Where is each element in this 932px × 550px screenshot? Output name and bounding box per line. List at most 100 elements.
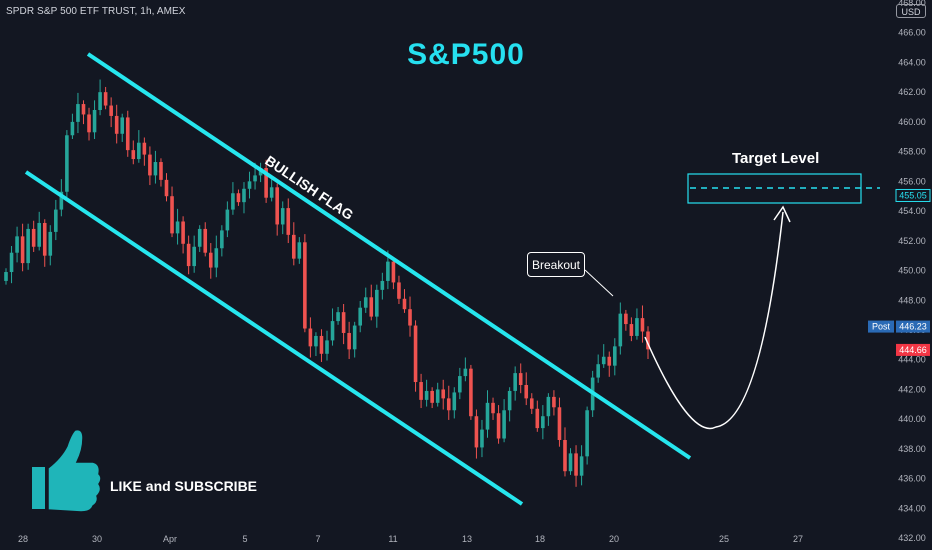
like-subscribe-text: LIKE and SUBSCRIBE	[110, 478, 258, 494]
thumbs-up-icon[interactable]	[30, 428, 102, 513]
candle-body	[269, 187, 274, 198]
x-tick-label: Apr	[163, 534, 177, 544]
candle-body	[502, 410, 506, 439]
candle-body	[518, 373, 523, 385]
currency-badge[interactable]: USD	[896, 4, 926, 18]
y-tick-label: 442.00	[898, 384, 926, 394]
y-tick-label: 468.00	[898, 0, 926, 8]
candle-body	[286, 208, 291, 235]
candle-body	[76, 104, 80, 122]
y-tick-label: 458.00	[898, 147, 926, 157]
candle-body	[26, 228, 30, 264]
candle-body	[54, 209, 58, 232]
candle-body	[4, 272, 8, 281]
candle-body	[485, 402, 490, 430]
y-tick-label: 464.00	[898, 57, 926, 67]
candle-body	[386, 261, 390, 281]
y-tick-label: 444.00	[898, 355, 926, 365]
candle-body	[496, 413, 501, 439]
candle-body	[358, 307, 363, 326]
candle-body	[37, 222, 42, 247]
candle-body	[596, 364, 600, 378]
y-tick-label: 460.00	[898, 117, 926, 127]
candle-body	[435, 389, 440, 403]
candles	[4, 79, 650, 487]
candle-body	[325, 340, 329, 354]
candle-body	[208, 252, 213, 268]
candle-body	[197, 228, 202, 247]
candle-body	[220, 230, 224, 249]
candle-body	[231, 193, 235, 210]
candle-body	[541, 416, 545, 429]
candle-body	[529, 398, 534, 409]
candle-body	[391, 261, 396, 283]
candle-body	[65, 135, 69, 192]
candle-body	[20, 236, 25, 264]
candle-body	[175, 221, 180, 234]
candle-body	[474, 416, 479, 448]
candle-body	[159, 162, 163, 180]
candle-body	[446, 398, 451, 411]
x-tick-label: 25	[719, 534, 729, 544]
post-price-text: 446.23	[899, 322, 927, 332]
candle-body	[87, 114, 91, 133]
candle-body	[242, 188, 246, 203]
candle-body	[120, 117, 125, 134]
y-tick-label: 466.00	[898, 28, 926, 38]
symbol-header: SPDR S&P 500 ETF TRUST, 1h, AMEX	[6, 6, 186, 17]
candle-body	[70, 121, 75, 136]
candle-body	[253, 175, 257, 182]
last-price-tag	[896, 343, 930, 356]
candle-body	[247, 181, 252, 189]
candle-body	[607, 356, 612, 366]
candle-body	[15, 236, 19, 253]
candle-body	[469, 368, 473, 417]
flag-upper-line	[86, 52, 692, 460]
y-tick-label: 436.00	[898, 474, 926, 484]
candle-body	[92, 110, 97, 133]
target-price-text: 455.05	[899, 190, 927, 200]
candle-body	[125, 117, 130, 151]
candle-body	[308, 328, 313, 347]
candle-body	[336, 312, 340, 322]
candle-body	[192, 246, 196, 267]
candle-body	[375, 289, 379, 317]
candle-body	[430, 390, 434, 403]
candle-body	[408, 309, 412, 326]
candle-body	[441, 389, 446, 399]
breakout-pointer	[584, 269, 614, 297]
y-tick-label: 434.00	[898, 503, 926, 513]
post-tag-text: Post	[872, 322, 891, 332]
candle-body	[303, 242, 307, 329]
candle-body	[491, 402, 495, 414]
time-axis: 28 30 Apr 5 7 11 13 18 20 25 27	[18, 534, 803, 544]
candle-body	[601, 356, 606, 365]
candle-body	[98, 92, 102, 110]
x-tick-label: 30	[92, 534, 102, 544]
y-tick-label: 452.00	[898, 236, 926, 246]
candle-body	[458, 376, 462, 393]
x-tick-label: 28	[18, 534, 28, 544]
candle-body	[31, 228, 36, 247]
y-tick-label: 462.00	[898, 87, 926, 97]
candle-body	[624, 313, 628, 325]
candle-body	[319, 335, 324, 354]
candle-body	[397, 282, 401, 299]
candle-body	[59, 191, 64, 210]
candle-body	[280, 208, 285, 225]
price-axis: 432.00 434.00 436.00 438.00 440.00 442.00 444.…	[868, 0, 931, 543]
candle-body	[170, 196, 174, 234]
candle-body	[131, 150, 136, 160]
candle-body	[612, 346, 617, 366]
candle-body	[103, 92, 108, 106]
candle-body	[579, 456, 584, 476]
candle-body	[42, 222, 47, 256]
candle-body	[297, 242, 302, 259]
y-tick-label: 440.00	[898, 414, 926, 424]
candle-body	[618, 313, 623, 347]
candle-body	[413, 325, 418, 383]
candle-body	[424, 390, 429, 400]
y-tick-label: 454.00	[898, 206, 926, 216]
candle-body	[341, 312, 346, 333]
